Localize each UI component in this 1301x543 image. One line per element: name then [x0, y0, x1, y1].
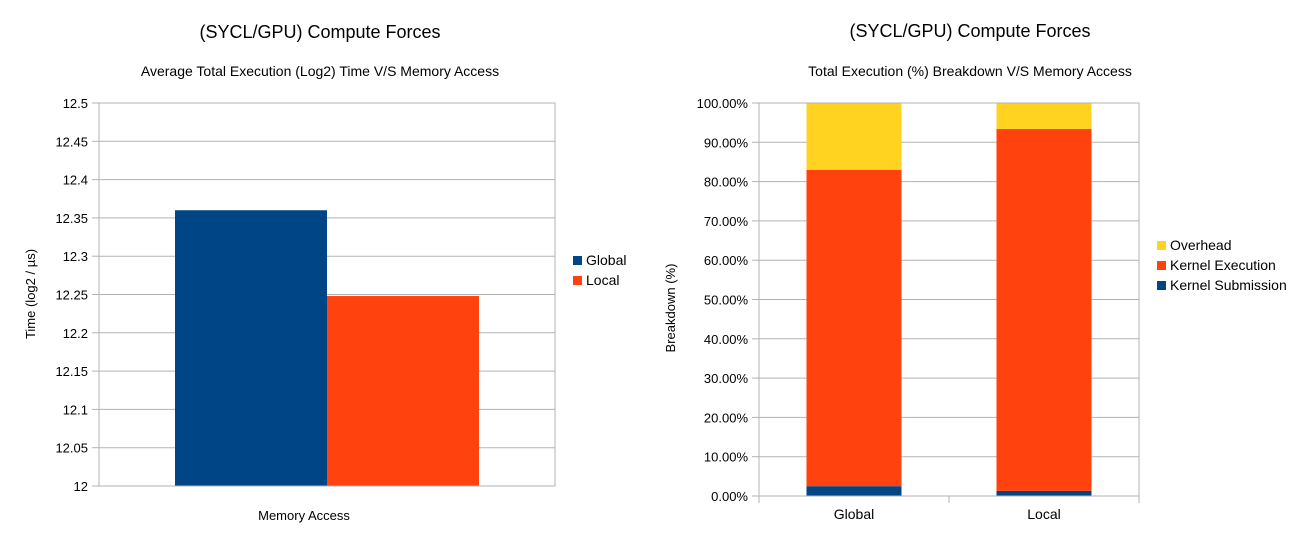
- right-chart-y-tick-labels: 0.00% 10.00% 20.00% 30.00% 40.00% 50.00% 60.00…: [697, 96, 749, 504]
- right-chart-x-tick-label: Local: [1027, 506, 1060, 522]
- right-chart-bar-local-overhead: [996, 103, 1092, 129]
- right-chart-legend-swatch: [1157, 241, 1166, 250]
- right-chart-y-axis-label: Breakdown (%): [663, 264, 678, 353]
- left-chart: (SYCL/GPU) Compute Forces Average Total …: [23, 22, 626, 523]
- left-chart-y-tick-label: 12.1: [63, 402, 88, 417]
- right-chart-y-tick-label: 0.00%: [711, 489, 748, 504]
- left-chart-legend-label: Global: [586, 252, 626, 268]
- left-chart-y-tick-label: 12.4: [63, 173, 88, 188]
- right-chart-bar-global-kernel-execution: [806, 169, 902, 487]
- right-chart-subtitle: Total Execution (%) Breakdown V/S Memory…: [808, 63, 1132, 79]
- right-chart-y-tick-label: 20.00%: [704, 410, 749, 425]
- left-chart-bar-local: [327, 296, 479, 486]
- right-chart-y-tick-label: 90.00%: [704, 135, 749, 150]
- right-chart-y-tick-label: 100.00%: [697, 96, 749, 111]
- left-chart-bars: [175, 210, 479, 487]
- left-chart-y-tick-label: 12.05: [55, 441, 88, 456]
- left-chart-title: (SYCL/GPU) Compute Forces: [199, 22, 440, 42]
- right-chart-legend-swatch: [1157, 281, 1166, 290]
- left-chart-legend-swatch: [573, 276, 582, 285]
- left-chart-y-tick-label: 12.15: [55, 364, 88, 379]
- right-chart-y-tick-label: 50.00%: [704, 293, 749, 308]
- right-chart: (SYCL/GPU) Compute Forces Total Executio…: [663, 21, 1287, 522]
- left-chart-y-axis-label: Time (log2 / µs): [23, 249, 38, 339]
- right-chart-y-tick-label: 80.00%: [704, 175, 749, 190]
- right-chart-legend: Overhead Kernel Execution Kernel Submissio…: [1157, 237, 1287, 293]
- left-chart-y-tick-label: 12.2: [63, 326, 88, 341]
- right-chart-x-tick-labels: Global Local: [758, 496, 1140, 522]
- right-chart-bars: [806, 103, 1092, 496]
- left-chart-y-tick-labels: 12 12.05 12.1 12.15 12.2 12.25 12.3 12.35 12.4 12…: [55, 96, 88, 494]
- right-chart-y-tick-label: 60.00%: [704, 253, 749, 268]
- left-chart-legend-label: Local: [586, 272, 619, 288]
- right-chart-x-tick-label: Global: [834, 506, 874, 522]
- left-chart-legend: Global Local: [573, 252, 626, 288]
- left-chart-y-tick-label: 12.5: [63, 96, 88, 111]
- right-chart-y-tick-label: 70.00%: [704, 214, 749, 229]
- left-chart-y-tick-label: 12.35: [55, 211, 88, 226]
- left-chart-subtitle: Average Total Execution (Log2) Time V/S …: [141, 63, 499, 79]
- right-chart-legend-label: Overhead: [1170, 237, 1231, 253]
- right-chart-bar-global-overhead: [806, 103, 902, 170]
- left-chart-x-axis-label: Memory Access: [258, 508, 350, 523]
- left-chart-y-tick-label: 12.3: [63, 249, 88, 264]
- right-chart-y-tick-label: 40.00%: [704, 332, 749, 347]
- left-chart-legend-swatch: [573, 256, 582, 265]
- right-chart-legend-swatch: [1157, 261, 1166, 270]
- right-chart-plot-border: [758, 102, 1140, 497]
- right-chart-title: (SYCL/GPU) Compute Forces: [849, 21, 1090, 41]
- left-chart-y-tick-label: 12: [74, 479, 88, 494]
- right-chart-y-tick-label: 10.00%: [704, 450, 749, 465]
- left-chart-plot-border: [98, 102, 556, 487]
- right-chart-y-tick-label: 30.00%: [704, 371, 749, 386]
- left-chart-y-tick-label: 12.45: [55, 134, 88, 149]
- right-chart-bar-local-kernel-execution: [996, 128, 1092, 491]
- right-chart-legend-label: Kernel Submission: [1170, 277, 1287, 293]
- left-chart-bar-global: [175, 210, 327, 487]
- right-chart-legend-label: Kernel Execution: [1170, 257, 1276, 273]
- right-chart-bar-global-kernel-submission: [806, 486, 902, 496]
- left-chart-y-tick-label: 12.25: [55, 288, 88, 303]
- right-chart-bar-local-kernel-submission: [996, 490, 1092, 496]
